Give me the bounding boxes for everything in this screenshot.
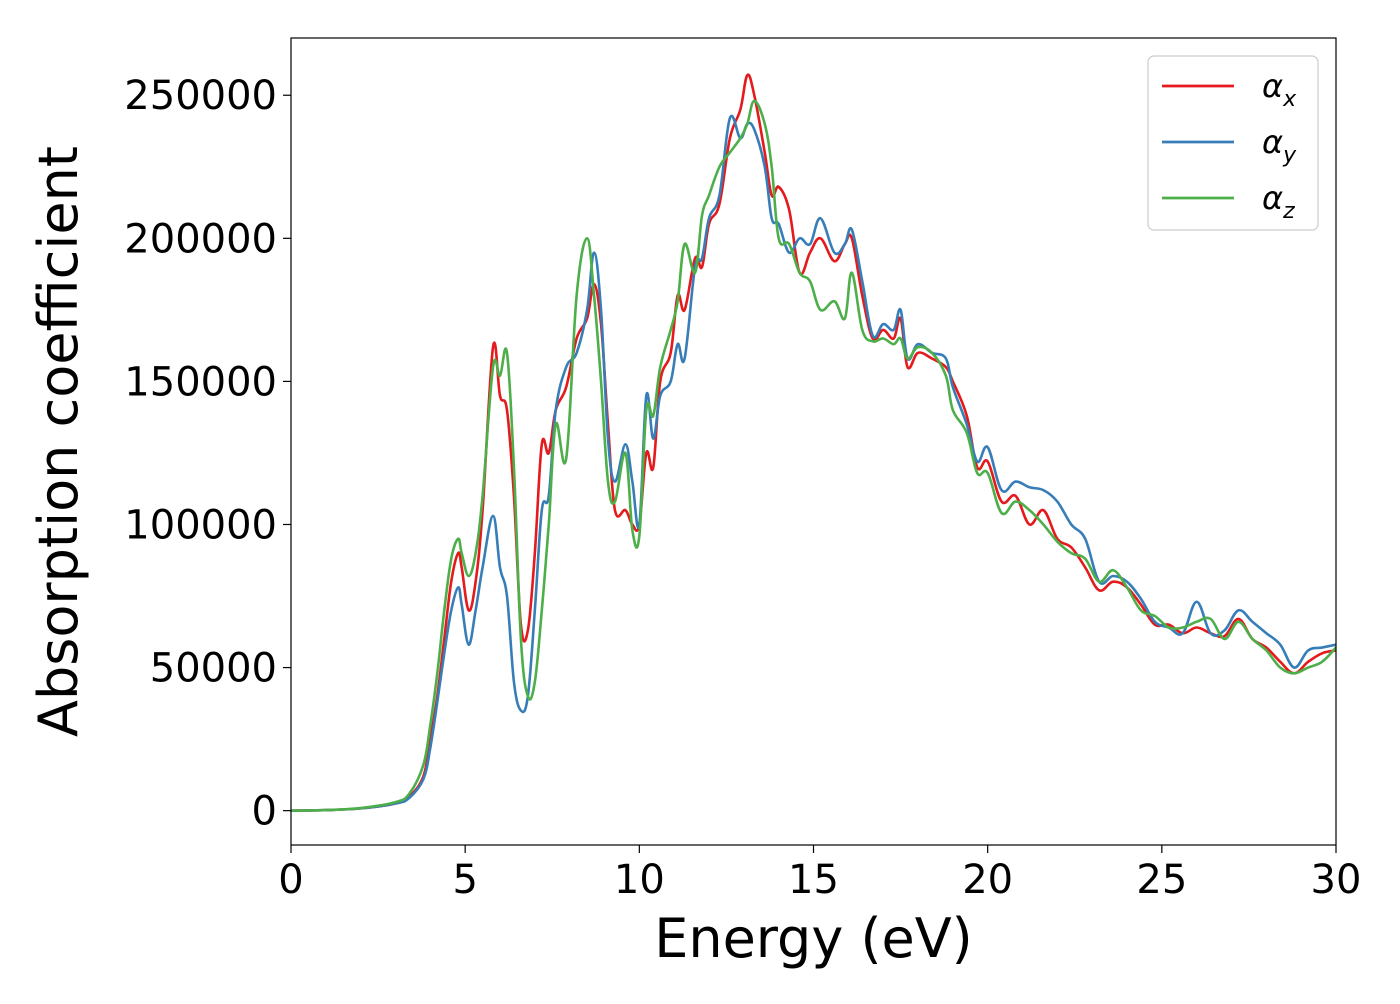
y-tick-label: 150000 bbox=[124, 359, 277, 405]
series-layer bbox=[291, 73, 1336, 812]
legend-label-x: αx bbox=[1262, 67, 1297, 112]
y-tick-label: 200000 bbox=[124, 216, 277, 262]
legend-label-subscript: z bbox=[1282, 199, 1295, 224]
y-axis-title: Absorption coefficient bbox=[27, 146, 90, 737]
x-tick-label: 15 bbox=[788, 857, 839, 903]
legend-label-y: αy bbox=[1262, 123, 1297, 168]
y-axis: 0 50000 100000 150000 200000 250000 bbox=[124, 73, 291, 835]
legend-label-base: α bbox=[1262, 123, 1283, 161]
legend-label-base: α bbox=[1262, 67, 1283, 105]
y-tick-label: 250000 bbox=[124, 73, 277, 119]
legend-label-z: αz bbox=[1262, 179, 1295, 224]
x-tick-label: 25 bbox=[1136, 857, 1187, 903]
series-line-z bbox=[291, 99, 1336, 812]
y-tick-label: 100000 bbox=[124, 502, 277, 548]
series-line-x bbox=[291, 73, 1336, 812]
x-tick-label: 20 bbox=[962, 857, 1013, 903]
x-tick-label: 10 bbox=[614, 857, 665, 903]
x-axis: 0 5 10 15 20 25 30 bbox=[278, 845, 1361, 903]
y-tick-label: 0 bbox=[252, 789, 277, 835]
x-axis-title: Energy (eV) bbox=[654, 907, 973, 970]
legend-label-subscript: y bbox=[1282, 143, 1297, 168]
legend-label-subscript: x bbox=[1282, 87, 1297, 112]
y-tick-label: 50000 bbox=[150, 646, 277, 692]
legend-label-base: α bbox=[1262, 179, 1283, 217]
x-tick-label: 5 bbox=[452, 857, 477, 903]
x-tick-label: 30 bbox=[1311, 857, 1362, 903]
x-tick-label: 0 bbox=[278, 857, 303, 903]
